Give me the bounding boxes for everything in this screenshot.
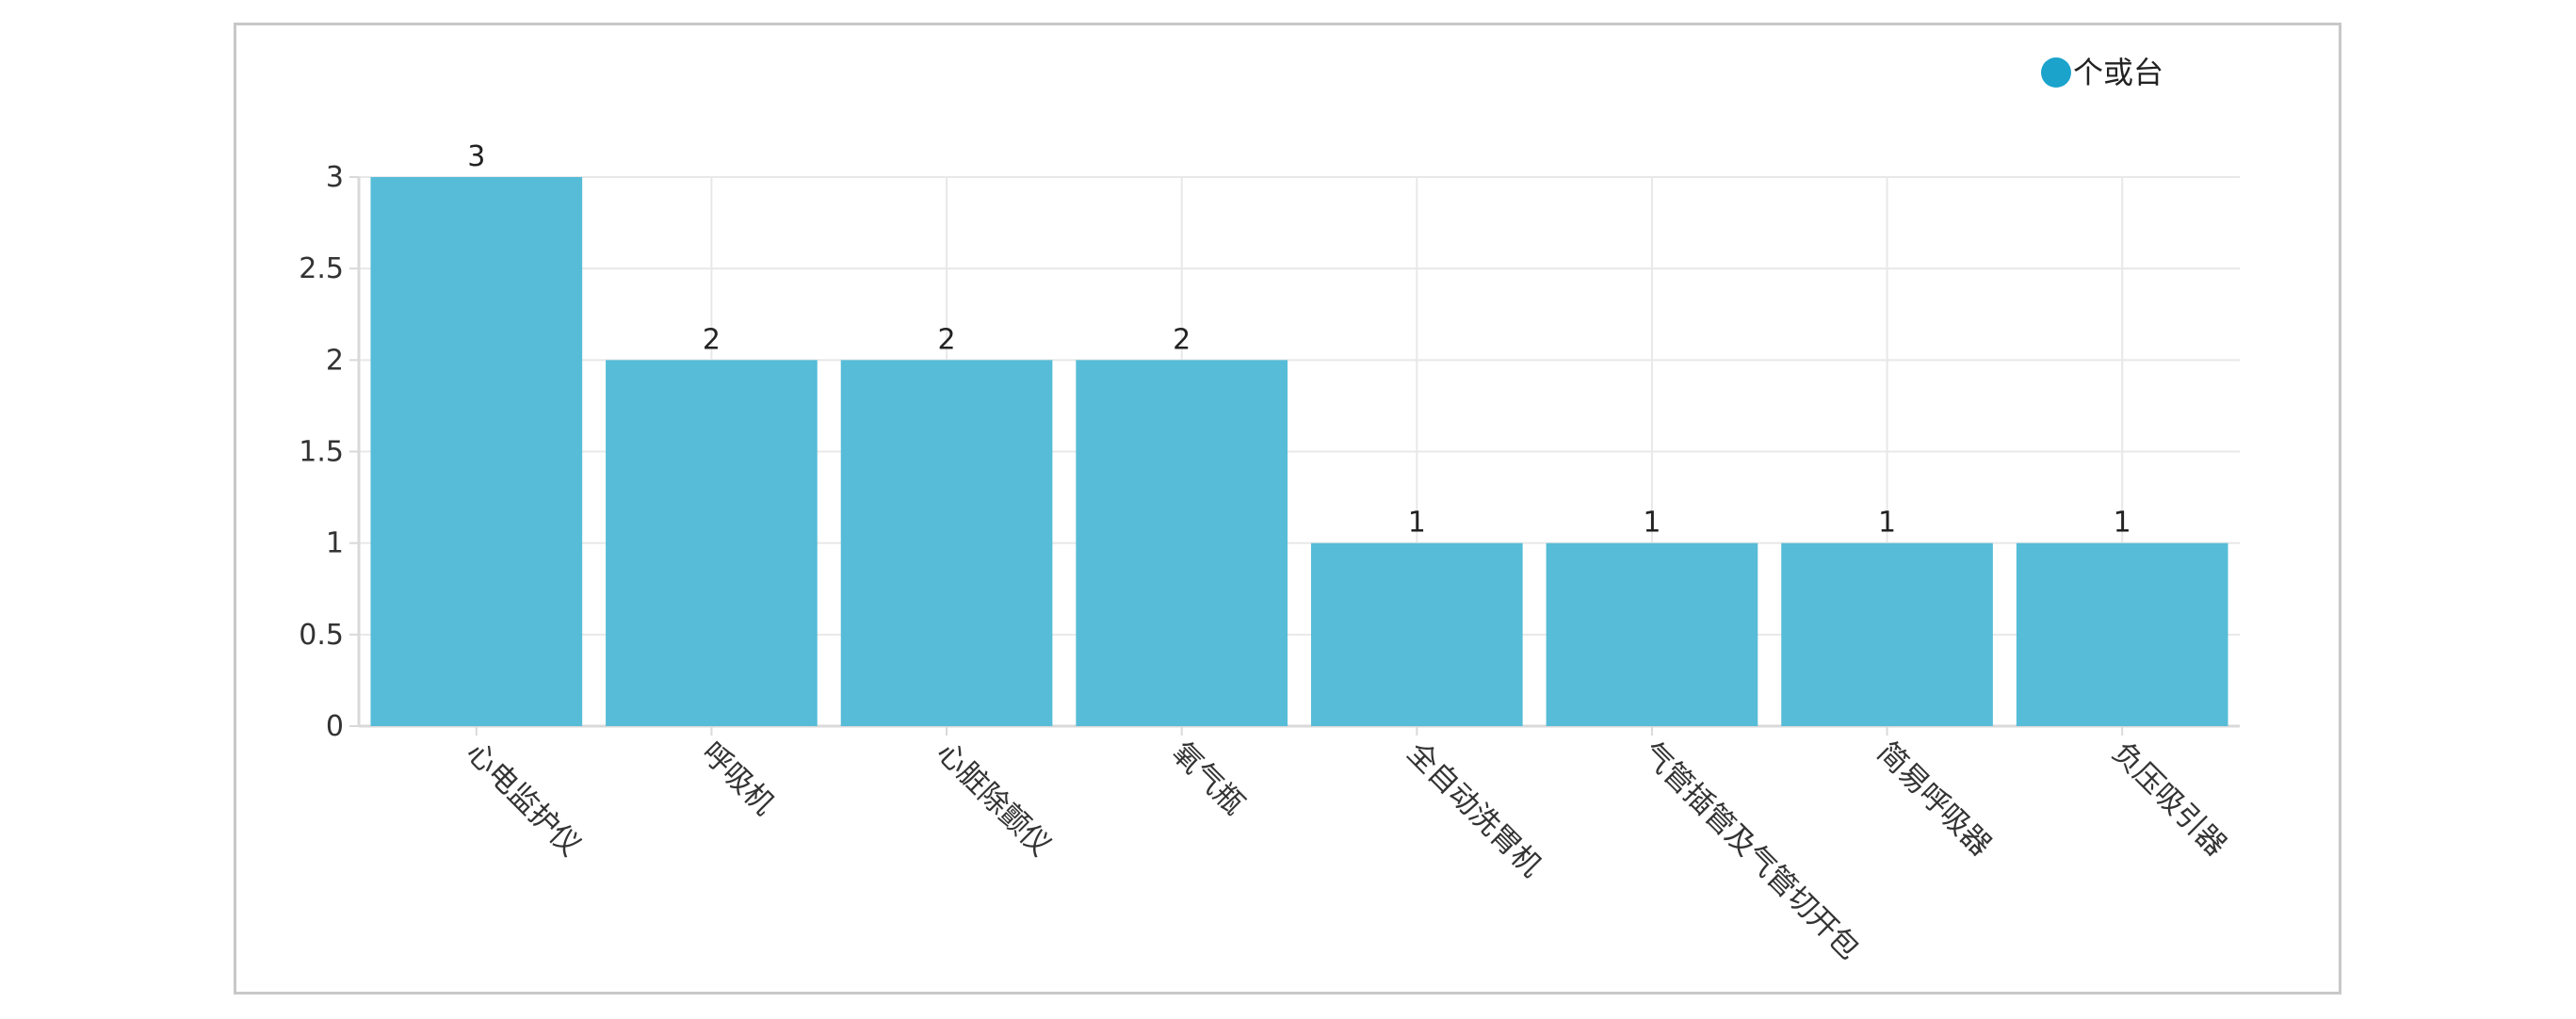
y-tick-label: 2	[326, 344, 344, 377]
chart-frame: 0 0.5 1 1.5 2 2.5 3 3 心电监护仪 2 呼吸机 2 心脏除颤仪 2 氧气瓶 1 全自动洗胃机…	[234, 23, 2341, 995]
axis-layer	[349, 176, 2124, 736]
bar-layer	[370, 177, 2228, 726]
bar[interactable]	[1076, 360, 1288, 726]
legend-marker-icon	[2041, 57, 2071, 88]
bar[interactable]	[1781, 542, 1993, 726]
bar[interactable]	[1546, 542, 1758, 726]
bar[interactable]	[370, 177, 583, 726]
data-label: 2	[938, 323, 956, 356]
data-label: 1	[2114, 507, 2131, 540]
x-category-label: 简易呼吸器	[1871, 736, 1998, 863]
x-category-label: 心电监护仪	[460, 736, 587, 863]
y-tick-label: 2.5	[299, 252, 344, 285]
y-tick-label: 1.5	[299, 436, 344, 469]
legend-label: 个或台	[2073, 55, 2163, 90]
x-category-label: 负压吸引器	[2106, 736, 2233, 863]
y-tick-label: 0	[326, 710, 344, 743]
bar[interactable]	[1310, 542, 1523, 726]
bar[interactable]	[606, 360, 818, 726]
data-label: 3	[467, 140, 485, 173]
bar[interactable]	[840, 360, 1053, 726]
x-category-label: 气管插管及气管切开包	[1635, 736, 1866, 966]
data-label: 1	[1643, 507, 1661, 540]
data-label: 2	[703, 323, 721, 356]
x-category-label: 呼吸机	[695, 736, 781, 821]
data-label: 1	[1408, 507, 1426, 540]
x-category-label: 氧气瓶	[1165, 736, 1251, 821]
x-category-label: 全自动洗胃机	[1401, 736, 1548, 883]
y-tick-label: 1	[326, 527, 344, 560]
data-label: 1	[1878, 507, 1896, 540]
bar[interactable]	[2016, 542, 2228, 726]
x-category-label: 心脏除颤仪	[930, 736, 1057, 863]
y-tick-label: 0.5	[299, 619, 344, 652]
data-label: 2	[1173, 323, 1191, 356]
y-tick-label: 3	[326, 161, 344, 194]
legend[interactable]: 个或台	[2041, 55, 2163, 90]
bar-chart: 0 0.5 1 1.5 2 2.5 3 3 心电监护仪 2 呼吸机 2 心脏除颤仪 2 氧气瓶 1 全自动洗胃机…	[299, 55, 2240, 966]
